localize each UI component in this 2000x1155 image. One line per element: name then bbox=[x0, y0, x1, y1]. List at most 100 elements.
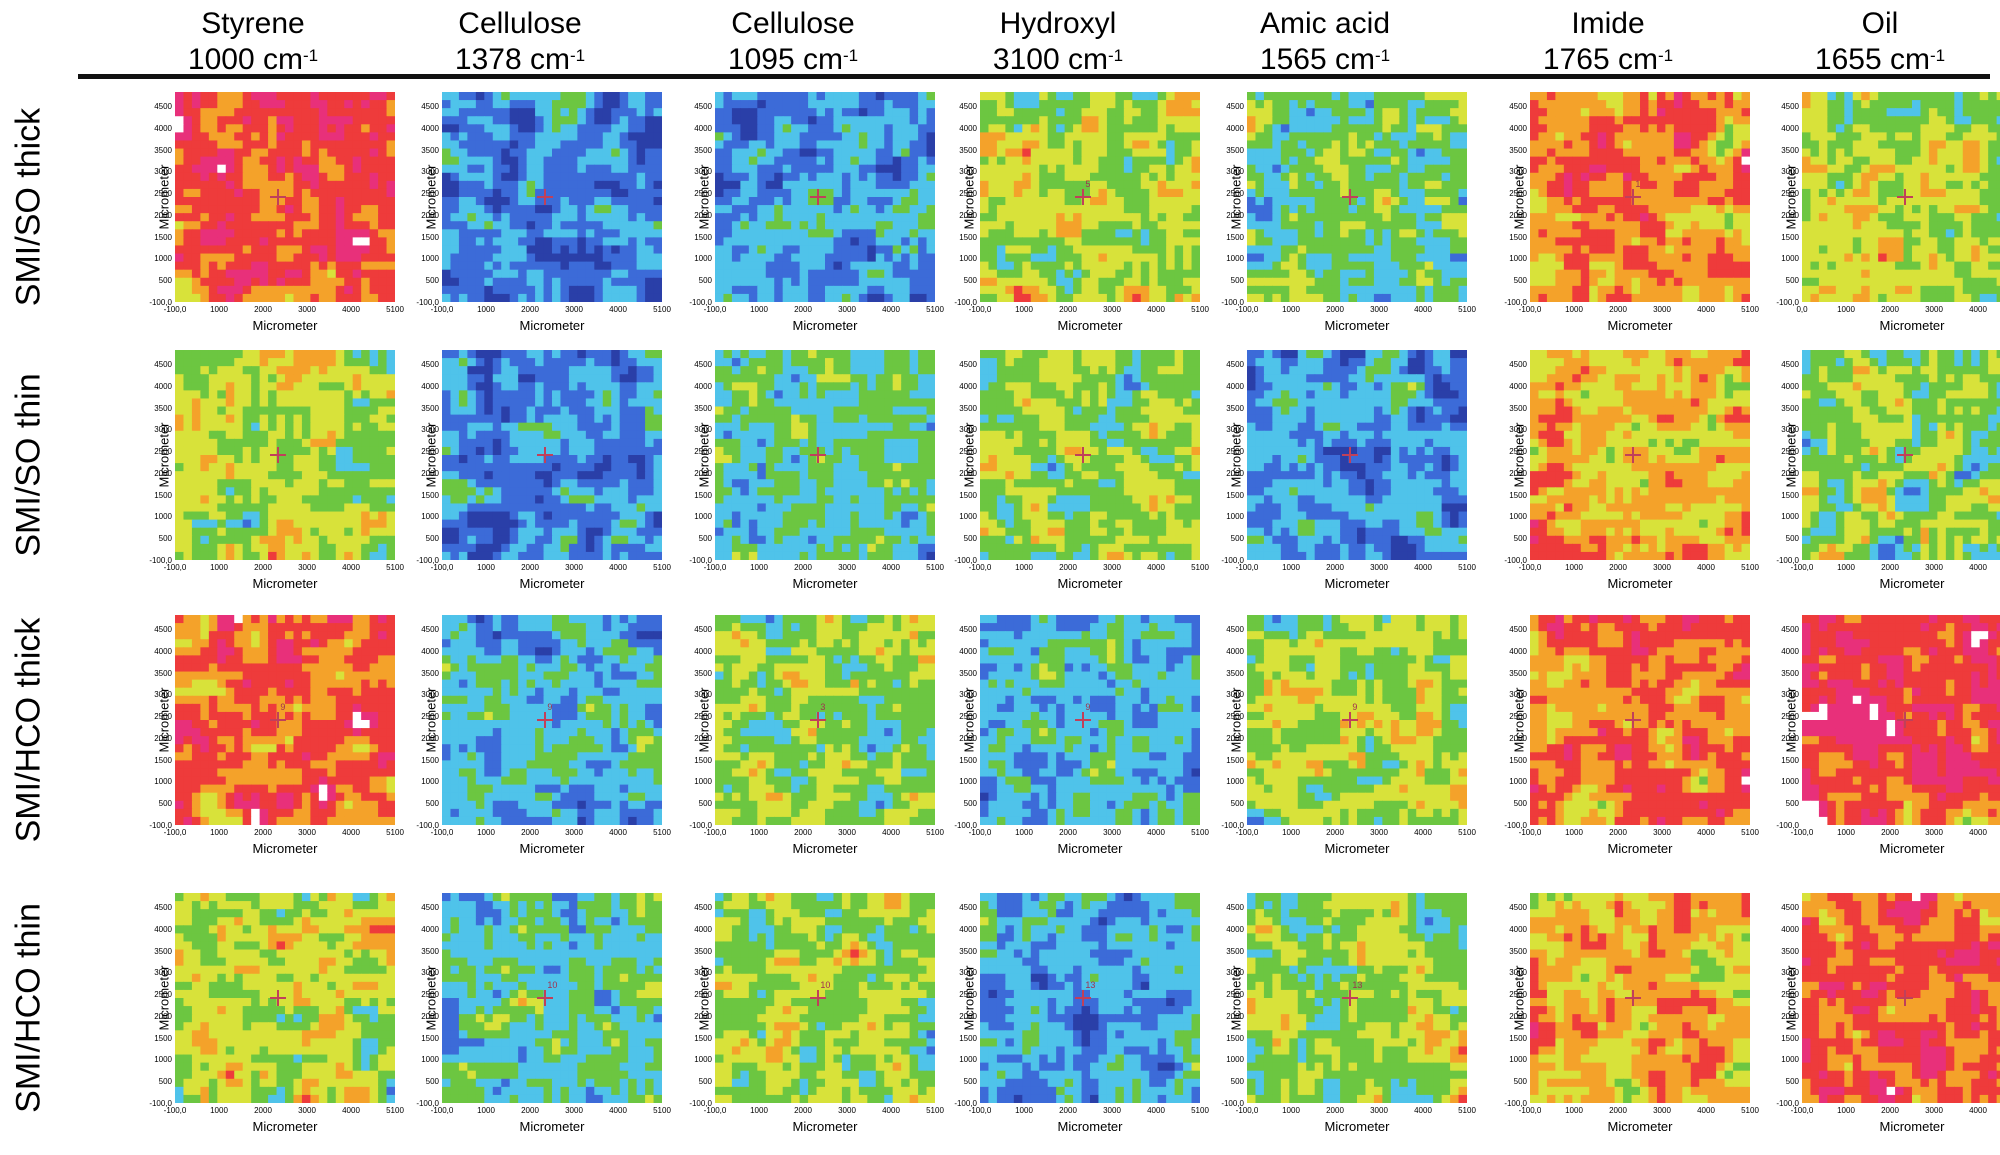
heatmap-cell bbox=[568, 221, 578, 230]
heatmap-cell bbox=[1183, 253, 1193, 263]
heatmap-cell bbox=[1665, 197, 1675, 206]
heatmap-cell bbox=[361, 197, 371, 206]
heatmap-cell bbox=[1538, 205, 1548, 214]
heatmap-cell bbox=[1382, 172, 1392, 182]
heatmap-cell bbox=[1707, 293, 1717, 302]
heatmap-cell bbox=[1673, 156, 1683, 166]
heatmap-cell bbox=[1724, 197, 1734, 206]
heatmap-cell bbox=[585, 229, 595, 238]
heatmap-cell bbox=[1450, 108, 1460, 117]
heatmap-cell bbox=[611, 277, 621, 287]
heatmap-cell bbox=[1861, 172, 1871, 182]
heatmap-cell bbox=[748, 100, 758, 109]
heatmap-cell bbox=[1132, 116, 1142, 125]
heatmap-cell bbox=[1648, 269, 1658, 279]
heatmap-cell bbox=[653, 92, 662, 101]
heatmap-cell bbox=[1424, 229, 1434, 238]
heatmap-cell bbox=[757, 205, 767, 214]
heatmap-cell bbox=[285, 148, 295, 158]
heatmap-cell bbox=[1656, 205, 1666, 214]
heatmap-cell bbox=[1827, 277, 1837, 287]
heatmap-cell bbox=[344, 92, 354, 101]
heatmap-cell bbox=[1306, 197, 1316, 206]
heatmap-cell bbox=[1996, 140, 2000, 150]
heatmap-cell bbox=[467, 261, 477, 271]
heatmap-cell bbox=[208, 100, 218, 109]
heatmap-cell bbox=[1115, 172, 1125, 182]
heatmap-cell bbox=[1123, 245, 1133, 255]
heatmap-cell bbox=[310, 180, 320, 190]
heatmap-cell bbox=[867, 116, 877, 125]
heatmap-cell bbox=[1835, 285, 1845, 295]
heatmap-cell bbox=[1886, 277, 1896, 287]
heatmap-cell bbox=[1314, 124, 1324, 133]
heatmap-cell bbox=[378, 293, 388, 302]
heatmap-cell bbox=[645, 92, 655, 101]
heatmap-cell bbox=[1861, 148, 1871, 158]
heatmap-cell bbox=[799, 293, 809, 302]
heatmap-cell bbox=[892, 100, 902, 109]
heatmap-cell bbox=[1844, 213, 1854, 222]
heatmap-cell bbox=[1716, 108, 1726, 117]
heatmap-cell bbox=[731, 92, 741, 101]
heatmap-cell bbox=[1835, 92, 1845, 101]
heatmap-cell bbox=[191, 172, 201, 182]
heatmap-cell bbox=[1390, 148, 1400, 158]
heatmap-cell bbox=[715, 116, 725, 125]
heatmap-cell bbox=[259, 285, 269, 295]
heatmap-cell bbox=[285, 253, 295, 263]
heatmap-cell bbox=[1407, 253, 1417, 263]
heatmap-cell bbox=[217, 148, 227, 158]
heatmap-cell bbox=[369, 245, 379, 255]
heatmap-cell bbox=[310, 116, 320, 125]
heatmap-cell bbox=[1878, 172, 1888, 182]
heatmap-cell bbox=[1716, 269, 1726, 279]
heatmap-cell bbox=[475, 277, 485, 287]
heatmap-cell bbox=[501, 148, 511, 158]
heatmap-cell bbox=[988, 156, 998, 166]
heatmap-cell bbox=[369, 92, 379, 101]
heatmap-cell bbox=[1030, 164, 1040, 174]
heatmap-cell bbox=[1648, 180, 1658, 190]
heatmap-cell bbox=[1538, 156, 1548, 166]
heatmap-cell bbox=[1399, 205, 1409, 214]
heatmap-cell bbox=[1255, 245, 1265, 255]
y-tick-label: 3500 bbox=[1226, 145, 1244, 155]
heatmap-cell bbox=[200, 172, 210, 182]
heatmap-cell bbox=[1665, 237, 1675, 247]
heatmap-cell bbox=[1878, 92, 1888, 101]
heatmap-svg bbox=[715, 92, 935, 302]
heatmap-cell bbox=[1996, 164, 2000, 174]
heatmap-cell bbox=[1878, 180, 1888, 190]
y-tick-label: 4000 bbox=[1226, 123, 1244, 133]
heatmap-cell bbox=[1323, 253, 1333, 263]
heatmap-cell bbox=[217, 245, 227, 255]
heatmap-cell bbox=[1433, 245, 1443, 255]
heatmap-cell bbox=[1123, 197, 1133, 206]
heatmap-cell bbox=[1741, 261, 1750, 271]
heatmap-cell bbox=[492, 180, 502, 190]
heatmap-cell bbox=[611, 124, 621, 133]
heatmap-cell bbox=[799, 205, 809, 214]
heatmap-cell bbox=[1191, 180, 1200, 190]
heatmap-cell bbox=[884, 221, 894, 230]
y-tick-label: 3000 bbox=[1226, 167, 1244, 177]
heatmap-cell bbox=[1572, 124, 1582, 133]
heatmap-cell bbox=[1928, 213, 1938, 222]
heatmap-cell bbox=[543, 293, 553, 302]
heatmap-cell bbox=[1140, 180, 1150, 190]
heatmap-cell bbox=[858, 156, 868, 166]
heatmap-cell bbox=[1563, 132, 1573, 142]
heatmap-cell bbox=[1640, 164, 1650, 174]
heatmap-cell bbox=[509, 213, 519, 222]
heatmap-cell bbox=[225, 100, 235, 109]
heatmap-cell bbox=[628, 164, 638, 174]
heatmap-cell bbox=[1827, 124, 1837, 133]
heatmap-cell bbox=[501, 269, 511, 279]
heatmap-cell bbox=[183, 213, 193, 222]
heatmap-cell bbox=[1945, 205, 1955, 214]
heatmap-cell bbox=[841, 188, 851, 198]
heatmap-cell bbox=[1081, 213, 1091, 222]
heatmap-cell bbox=[731, 100, 741, 109]
heatmap-cell bbox=[892, 245, 902, 255]
